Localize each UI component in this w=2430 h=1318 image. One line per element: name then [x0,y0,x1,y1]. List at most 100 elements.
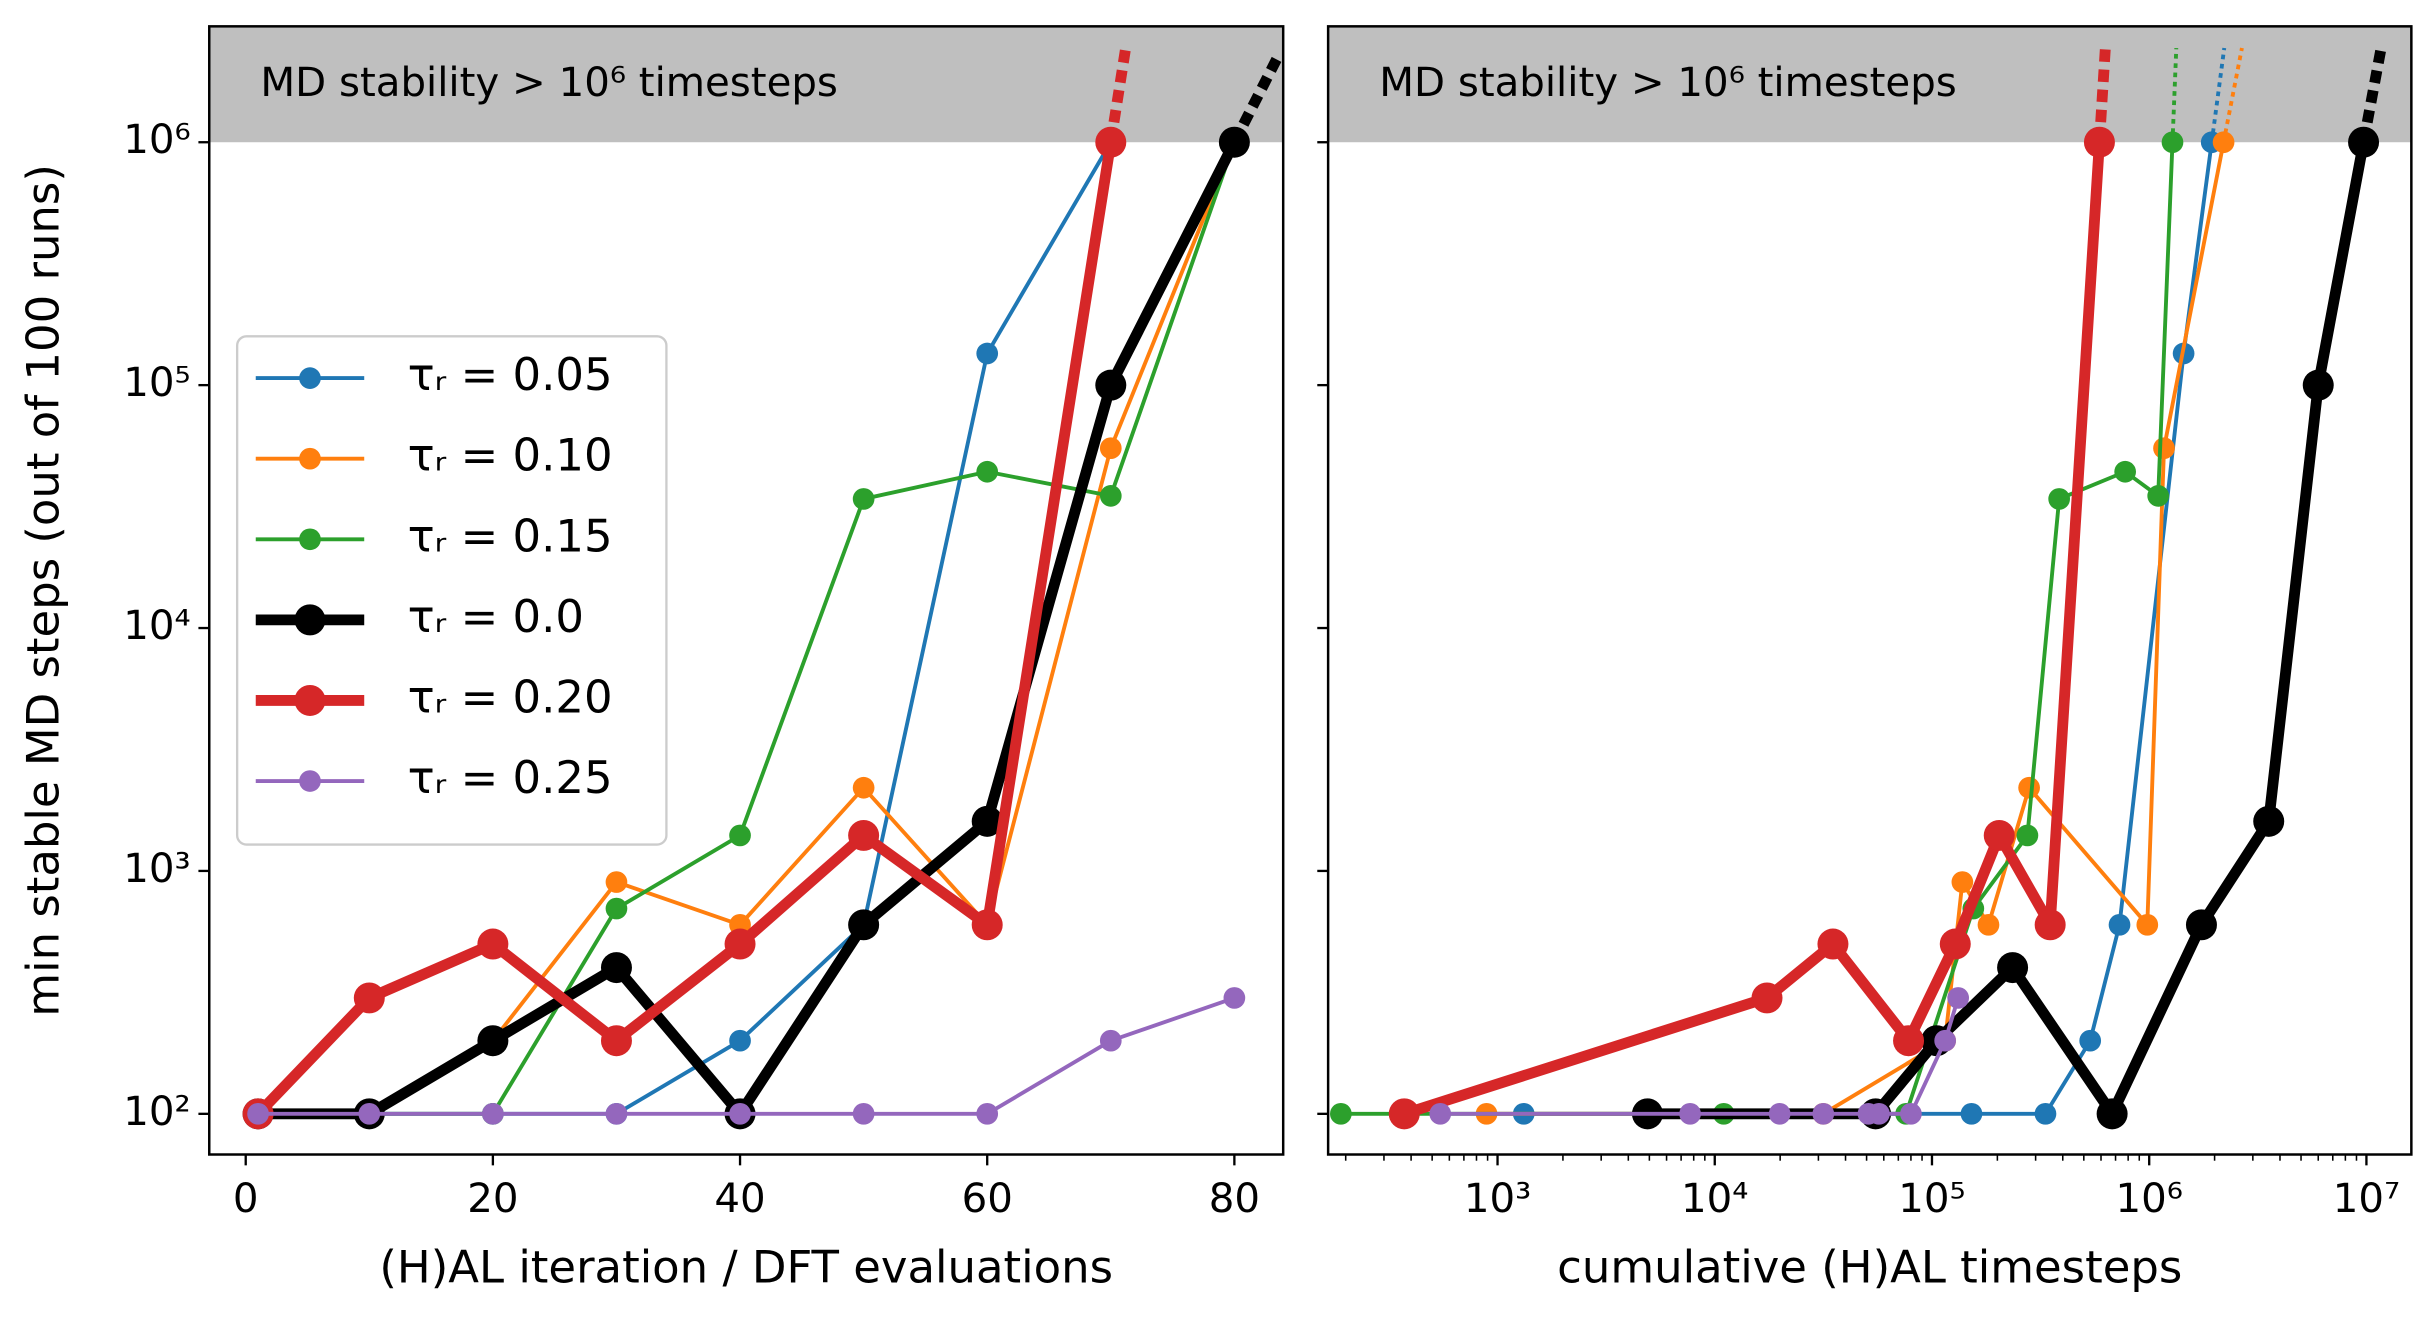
dotted-continuation [1229,56,1282,145]
data-point [2161,131,2184,154]
y-tick-label: 10² [123,1088,190,1135]
dotted-continuation [1105,47,1132,144]
data-point [477,1025,509,1057]
shaded-band [209,26,1284,143]
data-point [729,1102,751,1125]
x-tick-label: 10⁴ [1681,1175,1748,1222]
data-point [2302,369,2334,401]
x-tick-label: 10⁷ [2333,1175,2400,1222]
x-tick-label: 80 [1209,1175,1260,1222]
data-point [848,909,880,941]
data-point [477,928,509,960]
data-point [605,1102,628,1125]
data-point [2083,126,2115,158]
data-point [971,909,1003,941]
data-point [600,1025,632,1057]
data-point [2034,1102,2057,1125]
x-tick-label: 0 [233,1175,259,1222]
x-tick-label: 10⁵ [1898,1175,1965,1222]
data-point [1951,871,1974,893]
series-line [1402,141,2105,1119]
data-point [353,982,385,1014]
dotted-continuation [2094,47,2111,143]
x-tick-label: 10⁶ [2115,1175,2182,1222]
data-point [1960,1102,1983,1125]
data-point [971,805,1003,837]
x-tick-label: 60 [962,1175,1013,1222]
data-point [852,488,875,510]
data-point [1939,928,1971,960]
data-point [976,1102,999,1125]
data-point [1947,987,1970,1009]
y-tick-label: 10⁴ [123,602,190,649]
data-point [1893,1025,1925,1057]
data-point [2253,805,2285,837]
legend-marker [299,770,321,792]
data-point [2018,776,2040,799]
legend-box [235,335,668,846]
data-point [729,824,751,847]
data-point [1218,126,1250,158]
data-point [1099,437,1122,460]
data-point [1977,913,2000,936]
data-point [1934,1029,1957,1052]
data-point [2114,460,2137,483]
annotation: MD stability > 10⁶ timesteps [1379,59,1957,106]
data-point [2136,913,2159,936]
x-tick-label: 40 [714,1175,765,1222]
legend-label: τᵣ = 0.25 [408,751,613,804]
legend-marker [294,684,326,716]
data-point [358,1102,381,1125]
data-point [2096,1098,2128,1130]
legend-label: τᵣ = 0.0 [408,590,584,643]
data-point [2108,913,2131,936]
data-point [852,1102,875,1125]
data-point [1679,1102,1701,1125]
data-point [1997,952,2029,984]
data-point [2348,126,2380,158]
data-point [852,776,875,799]
data-point [1868,1102,1890,1125]
data-point [1751,982,1783,1014]
legend-marker [299,447,321,470]
data-point [1812,1102,1835,1125]
data-point [2147,485,2170,507]
data-point [2034,909,2066,941]
data-point [1095,369,1127,401]
legend-label: τᵣ = 0.05 [408,348,613,401]
data-point [2048,488,2071,510]
data-point [1388,1098,1420,1130]
data-point [605,871,628,893]
data-point [2016,824,2039,847]
dotted-continuation [2209,47,2227,143]
axes-frame [208,25,1285,1156]
plot-area [1330,47,2387,1130]
legend-label: τᵣ = 0.10 [408,429,613,482]
data-point [724,928,756,960]
legend-label: τᵣ = 0.15 [408,509,613,562]
data-point [2185,909,2217,941]
data-point [848,819,880,851]
data-point [1429,1102,1452,1125]
dotted-continuation [2221,47,2244,143]
data-point [2079,1029,2102,1052]
x-tick-label: 10³ [1464,1175,1531,1222]
data-point [2153,437,2175,460]
dotted-continuation [2170,47,2179,143]
x-axis-label: cumulative (H)AL timesteps [1557,1241,2182,1294]
data-point [1983,819,2015,851]
dotted-continuation [2358,47,2387,144]
y-axis-label: min stable MD steps (out of 100 runs) [17,164,70,1017]
plot-area [242,47,1282,1130]
y-tick-label: 10⁵ [123,359,190,406]
series-line [254,141,1117,1118]
data-point [729,1029,751,1052]
data-point [976,342,999,365]
legend-marker [299,528,321,551]
data-point [1817,928,1849,960]
data-point [2212,131,2235,154]
series-line [1523,141,2214,1116]
x-axis-label: (H)AL iteration / DFT evaluations [379,1241,1113,1294]
series-line [1340,142,2175,1116]
